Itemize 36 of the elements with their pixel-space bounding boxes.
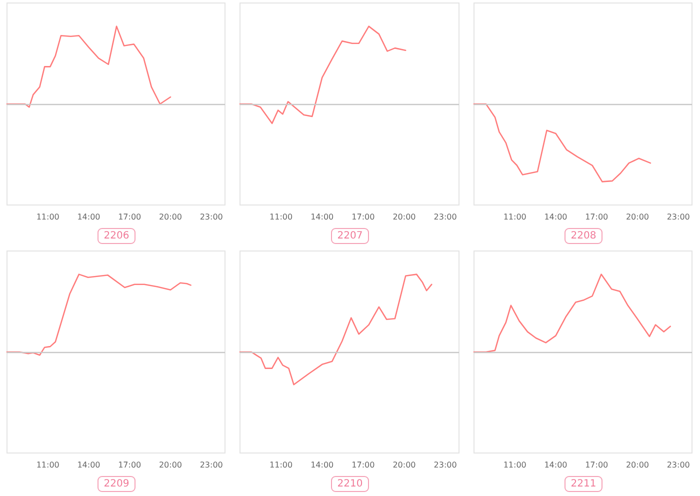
text: 2208	[570, 230, 596, 242]
x-tick-label: 23:00	[200, 212, 223, 222]
x-tick-label: 20:00	[158, 212, 182, 222]
x-tick-label: 17:00	[585, 460, 608, 470]
x-tick-label: 23:00	[666, 212, 690, 222]
text: 2207	[337, 230, 363, 242]
x-tick-label: 11:00	[270, 212, 293, 222]
x-tick-label: 11:00	[36, 460, 60, 470]
x-tick-label: 20:00	[392, 460, 416, 470]
x-tick-label: 20:00	[158, 460, 182, 470]
x-tick-label: 17:00	[352, 212, 375, 222]
x-tick-label: 11:00	[270, 460, 293, 470]
x-tick-label: 17:00	[118, 460, 142, 470]
x-tick-label: 11:00	[503, 212, 526, 222]
x-tick-label: 14:00	[544, 460, 568, 470]
x-tick-label: 20:00	[392, 212, 416, 222]
x-tick-label: 14:00	[544, 212, 568, 222]
x-tick-label: 23:00	[434, 212, 457, 222]
x-tick-label: 14:00	[310, 212, 334, 222]
x-tick-label: 14:00	[77, 460, 100, 470]
x-tick-label: 14:00	[310, 460, 334, 470]
x-tick-label: 11:00	[36, 212, 60, 222]
x-tick-label: 23:00	[434, 460, 457, 470]
x-tick-label: 20:00	[626, 212, 650, 222]
x-tick-label: 23:00	[666, 460, 690, 470]
x-tick-label: 14:00	[77, 212, 100, 222]
text: 2210	[337, 478, 363, 490]
x-tick-label: 11:00	[503, 460, 526, 470]
x-tick-label: 17:00	[352, 460, 375, 470]
x-tick-label: 17:00	[585, 212, 608, 222]
text: 2209	[104, 478, 130, 490]
x-tick-label: 23:00	[200, 460, 223, 470]
x-tick-label: 17:00	[118, 212, 142, 222]
text: 2206	[104, 230, 130, 242]
x-tick-label: 20:00	[626, 460, 650, 470]
text: 2211	[570, 478, 596, 490]
